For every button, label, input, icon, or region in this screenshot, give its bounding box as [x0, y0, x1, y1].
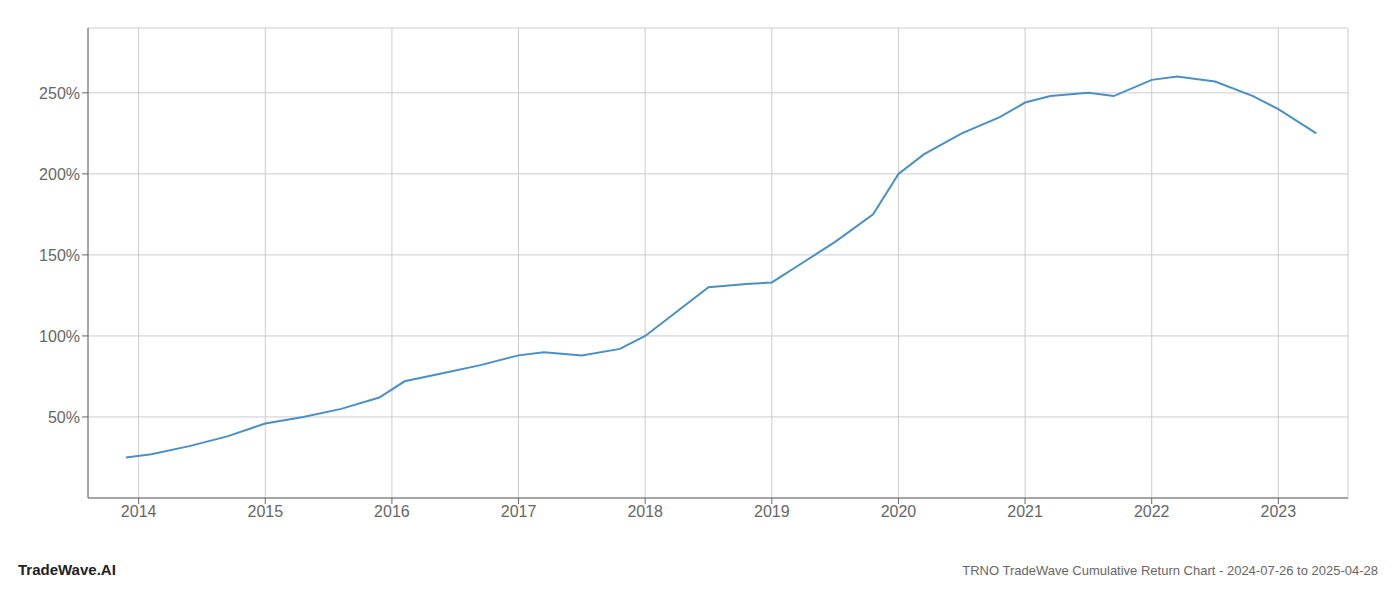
svg-text:2014: 2014 — [121, 503, 157, 520]
svg-text:50%: 50% — [48, 409, 80, 426]
svg-text:100%: 100% — [39, 328, 80, 345]
svg-text:150%: 150% — [39, 247, 80, 264]
html-text:TRNO TradeWave Cumulative Retu: TRNO TradeWave Cumulative Return Chart -… — [962, 563, 1378, 578]
svg-text:2018: 2018 — [627, 503, 663, 520]
svg-text:250%: 250% — [39, 85, 80, 102]
svg-text:2016: 2016 — [374, 503, 410, 520]
svg-text:2019: 2019 — [754, 503, 790, 520]
svg-text:2022: 2022 — [1134, 503, 1170, 520]
svg-text:2023: 2023 — [1261, 503, 1297, 520]
html-text:TradeWave.AI: TradeWave.AI — [18, 561, 116, 578]
svg-text:200%: 200% — [39, 166, 80, 183]
svg-text:2015: 2015 — [247, 503, 283, 520]
svg-text:2017: 2017 — [501, 503, 537, 520]
svg-text:2021: 2021 — [1007, 503, 1043, 520]
svg-text:2020: 2020 — [881, 503, 917, 520]
